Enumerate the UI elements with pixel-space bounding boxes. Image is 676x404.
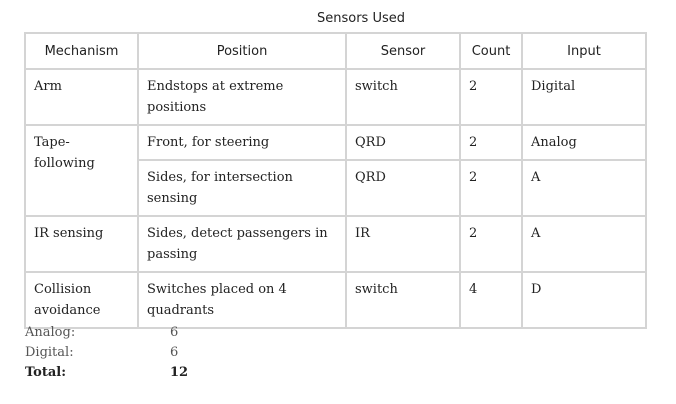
table-row: Tape-following Front, for steering QRD 2…: [24, 124, 647, 217]
cell-sensor: switch: [345, 271, 461, 329]
cell-sensor: QRD: [345, 124, 461, 161]
header-sensor: Sensor: [345, 32, 461, 70]
cell-input: D: [521, 271, 647, 329]
cell-input: A: [521, 215, 647, 273]
cell-sensor: QRD: [345, 159, 461, 217]
cell-count: 2: [459, 159, 523, 217]
cell-count: 2: [459, 68, 523, 126]
table-row: IR sensing Sides, detect passengers in p…: [24, 215, 647, 273]
cell-position: Sides, for intersection sensing: [137, 159, 347, 217]
total-label: Total:: [25, 365, 67, 380]
table-title: Sensors Used: [316, 11, 405, 26]
cell-count: 2: [459, 215, 523, 273]
table-header-row: Mechanism Position Sensor Count Input: [24, 32, 647, 70]
sensors-table: Mechanism Position Sensor Count Input Ar…: [24, 32, 647, 329]
cell-mechanism: Tape-following: [24, 124, 139, 217]
header-position: Position: [137, 32, 347, 70]
cell-sensor: IR: [345, 215, 461, 273]
cell-input: Analog: [521, 124, 647, 161]
cell-position: Endstops at extreme positions: [137, 68, 347, 126]
cell-count: 4: [459, 271, 523, 329]
cell-mechanism: Collision avoidance: [24, 271, 139, 329]
cell-position: Front, for steering: [137, 124, 347, 161]
header-input: Input: [521, 32, 647, 70]
cell-position: Switches placed on 4 quadrants: [137, 271, 347, 329]
header-count: Count: [459, 32, 523, 70]
table-row: Collision avoidance Switches placed on 4…: [24, 271, 647, 329]
cell-input: A: [521, 159, 647, 217]
cell-input: Digital: [521, 68, 647, 126]
analog-value: 6: [170, 325, 179, 340]
cell-mechanism: Arm: [24, 68, 139, 126]
digital-label: Digital:: [25, 345, 74, 360]
cell-count: 2: [459, 124, 523, 161]
digital-value: 6: [170, 345, 179, 360]
total-value: 12: [170, 365, 189, 380]
cell-sensor: switch: [345, 68, 461, 126]
header-mechanism: Mechanism: [24, 32, 139, 70]
table-row: Sides, for intersection sensing QRD 2 A: [25, 159, 647, 217]
cell-position: Sides, detect passengers in passing: [137, 215, 347, 273]
table-row: Arm Endstops at extreme positions switch…: [24, 68, 647, 126]
analog-label: Analog:: [25, 325, 76, 340]
cell-mechanism: IR sensing: [24, 215, 139, 273]
